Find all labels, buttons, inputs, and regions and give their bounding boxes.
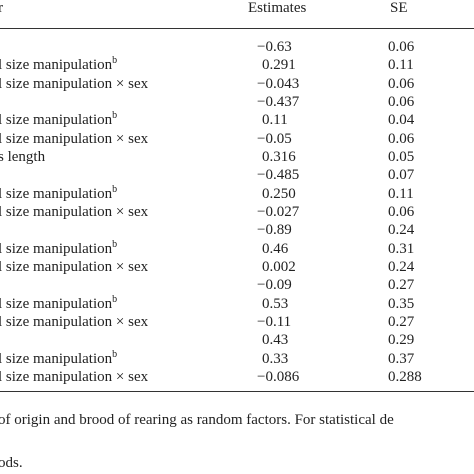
row-label-text: l size manipulation × sex: [0, 258, 149, 275]
se: 0.29: [388, 332, 415, 349]
row-label: l size manipulation × sex: [0, 130, 148, 148]
se: 0.07: [388, 167, 415, 184]
se: 0.27: [388, 277, 415, 294]
estimate: 0.46: [262, 240, 289, 257]
row-label: l size manipulation × sex: [0, 203, 148, 221]
row-label-text: l size manipulation: [0, 295, 113, 312]
row-label-text: l size manipulation × sex: [0, 75, 149, 92]
se: 0.24: [388, 258, 415, 275]
row-label-text: l size manipulation: [0, 57, 113, 74]
estimate: 0.53: [262, 295, 289, 312]
estimate: −0.09: [257, 277, 292, 294]
se: 0.35: [388, 295, 415, 312]
row-label-text: l size manipulation: [0, 350, 113, 367]
row-label: l size manipulationb: [0, 56, 117, 74]
row-label-text: l size manipulation × sex: [0, 368, 149, 385]
bottom-rule: [0, 391, 474, 392]
footnote-mark: b: [112, 55, 118, 67]
se: 0.11: [388, 185, 414, 202]
estimate: −0.086: [257, 368, 300, 385]
footnote-mark: b: [112, 293, 118, 305]
estimate: 0.291: [262, 57, 296, 74]
estimate: −0.027: [257, 203, 300, 220]
estimate: −0.11: [257, 313, 292, 330]
estimate: −0.485: [257, 167, 300, 184]
estimate: −0.89: [257, 222, 292, 239]
estimate: −0.043: [257, 75, 300, 92]
header-cell: SE: [390, 0, 408, 16]
estimate: 0.43: [262, 332, 289, 349]
estimate: 0.316: [262, 148, 296, 165]
row-label-text: l size manipulation × sex: [0, 130, 149, 147]
row-label-text: s length: [0, 148, 46, 165]
se: 0.31: [388, 240, 415, 257]
footnote-mark: b: [112, 110, 118, 122]
row-label: l size manipulationb: [0, 111, 117, 129]
se: 0.11: [388, 57, 414, 74]
row-label: s length: [0, 148, 45, 166]
estimate: 0.002: [262, 258, 296, 275]
row-label: l size manipulation × sex: [0, 313, 148, 331]
estimate: 0.250: [262, 185, 296, 202]
se: 0.04: [388, 112, 415, 129]
se: 0.37: [388, 350, 415, 367]
row-label-text: l size manipulation: [0, 112, 113, 129]
se: 0.27: [388, 313, 415, 330]
se: 0.06: [388, 93, 415, 110]
row-label: l size manipulationb: [0, 183, 118, 203]
se: 0.06: [388, 130, 415, 147]
estimate: 0.33: [262, 350, 289, 367]
row-label-text: l size manipulation × sex: [0, 203, 149, 220]
row-label: l size manipulationb: [0, 348, 118, 368]
row-label-text: l size manipulation: [0, 240, 113, 257]
footnote-mark: b: [112, 238, 118, 250]
header-cell: r: [0, 0, 3, 16]
header-rule: [0, 28, 474, 29]
footnote-mark: b: [112, 348, 118, 360]
row-label-text: l size manipulation: [0, 185, 113, 202]
row-label-text: l size manipulation × sex: [0, 313, 149, 330]
footnote: of origin and brood of rearing as random…: [0, 412, 394, 428]
se: 0.06: [388, 75, 415, 92]
se: 0.24: [388, 222, 415, 239]
se: 0.06: [388, 39, 415, 55]
footnote: ods.: [0, 455, 23, 471]
estimate: −0.437: [257, 93, 300, 110]
row-label: l size manipulation × sex: [0, 368, 148, 386]
row-label: l size manipulationb: [0, 293, 118, 313]
se: 0.06: [388, 203, 415, 220]
estimate: −0.63: [257, 39, 292, 55]
footnote-mark: b: [112, 183, 118, 195]
estimate: 0.11: [262, 112, 288, 129]
estimate: −0.05: [257, 130, 292, 147]
row-label: l size manipulation × sex: [0, 258, 148, 276]
se: 0.288: [388, 368, 422, 385]
row-label: l size manipulationb: [0, 238, 118, 258]
se: 0.05: [388, 148, 415, 165]
row-label: l size manipulation × sex: [0, 75, 148, 93]
header-cell: Estimates: [248, 0, 307, 16]
